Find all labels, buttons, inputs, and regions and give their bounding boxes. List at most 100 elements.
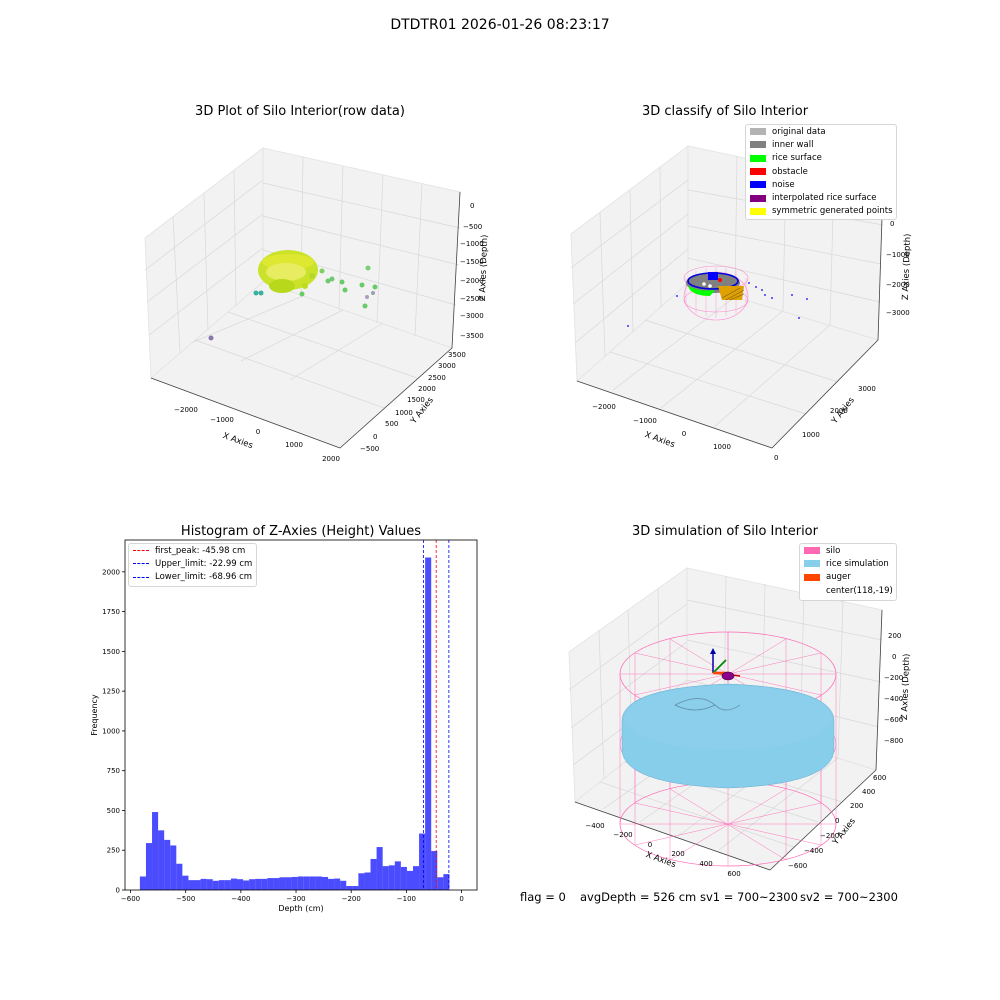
histogram-bar: [425, 557, 432, 890]
tick-label: 1250: [102, 688, 120, 696]
histogram-bar: [303, 876, 310, 890]
tick-label: −3500: [460, 332, 484, 340]
histogram-bar: [419, 833, 426, 890]
tick-label: 1500: [407, 396, 425, 404]
histogram-bar: [230, 878, 237, 890]
tick-label: 0: [890, 220, 894, 228]
footer-flag: flag = 0: [520, 890, 566, 904]
legend-entry: auger: [800, 571, 896, 584]
tick-label: −3000: [886, 309, 910, 317]
tick-label: 600: [873, 774, 886, 782]
plot1-y-ticks: −500 0 500 1000 1500 2000 2500 3000 3500: [360, 351, 466, 453]
tick-label: 200: [671, 850, 684, 858]
tick-label: 2000: [322, 455, 340, 463]
tick-label: −200: [613, 831, 632, 839]
legend-swatch: [804, 587, 820, 594]
tick-label: 0: [373, 433, 377, 441]
tick-label: −500: [463, 223, 482, 231]
histogram-bar: [224, 880, 231, 890]
histogram-bar: [261, 878, 268, 890]
plot1-x-ticks: −2000 −1000 0 1000 2000: [174, 406, 340, 463]
tick-label: 2000: [102, 568, 120, 576]
histogram-bar: [218, 880, 225, 890]
tick-label: −2000: [174, 406, 198, 414]
histogram-bar: [158, 830, 165, 890]
tick-label: 1000: [102, 727, 120, 735]
plot2-classified-points: [627, 265, 808, 327]
histogram-bar: [394, 861, 401, 890]
legend-swatch: [750, 154, 766, 162]
tick-label: 0: [648, 841, 652, 849]
plot4-y-ticks: −600 −400 −200 0 200 400 600: [788, 774, 886, 870]
histogram-y-label: Frequency: [90, 694, 99, 736]
histogram-x-label: Depth (cm): [278, 904, 323, 913]
histogram-bar: [388, 865, 395, 890]
tick-label: 0: [256, 428, 260, 436]
legend-swatch: [750, 141, 766, 149]
tick-label: −1000: [210, 416, 234, 424]
tick-label: 3000: [438, 362, 456, 370]
histogram-frame: [124, 539, 478, 891]
plot1-title: 3D Plot of Silo Interior(row data): [195, 104, 405, 119]
footer-avg-depth: avgDepth = 526 cm: [580, 890, 697, 904]
tick-label: −2000: [592, 403, 616, 411]
histogram-bar: [437, 877, 444, 890]
tick-label: −2500: [460, 295, 484, 303]
tick-label: −500: [360, 445, 379, 453]
histogram-bar: [400, 866, 407, 890]
plot4-legend: silo rice simulation auger center(118,-1…: [799, 543, 897, 601]
tick-label: −400: [231, 895, 250, 903]
tick-label: −200: [820, 832, 839, 840]
legend-entry: rice surface: [746, 152, 896, 165]
figure-title: DTDTR01 2026-01-26 08:23:17: [390, 17, 610, 33]
tick-label: −600: [788, 862, 807, 870]
legend-swatch: [133, 550, 149, 552]
tick-label: −1000: [633, 417, 657, 425]
tick-label: 1000: [395, 409, 413, 417]
tick-label: 250: [107, 847, 120, 855]
plot2-3d-axes: −2000 −1000 0 1000 0 1000 2000 3000 0 −1…: [570, 145, 913, 462]
plot4-3d-axes: −400 −200 0 200 400 600 −600 −400 −200 0…: [568, 567, 912, 878]
histogram-bar: [309, 876, 316, 890]
histogram-bar: [431, 851, 438, 890]
histogram-bar: [145, 843, 153, 890]
plot1-scatter-points: [208, 250, 378, 341]
legend-swatch: [133, 563, 149, 565]
tick-label: 0: [892, 653, 896, 661]
legend-entry: silo: [800, 544, 896, 557]
tick-label: 0: [470, 202, 474, 210]
tick-label: −2000: [460, 277, 484, 285]
legend-swatch: [804, 560, 820, 568]
tick-label: 200: [888, 632, 901, 640]
histogram-bar: [321, 876, 329, 890]
histogram-bar: [285, 877, 292, 890]
plot1-3d-axes: −2000 −1000 0 1000 2000 −500 0 500 1000 …: [144, 147, 490, 463]
histogram-bar: [255, 878, 262, 890]
tick-label: 1000: [713, 443, 731, 451]
plot4-title: 3D simulation of Silo Interior: [632, 524, 818, 539]
legend-entry: rice simulation: [800, 557, 896, 570]
histogram-bar: [164, 839, 171, 890]
tick-label: 2000: [830, 407, 848, 415]
histogram-chart: −600 −500 −400 −300 −200 −100 0 0 250 500 750 1000…: [90, 539, 478, 913]
legend-entry: original data: [746, 125, 896, 138]
histogram-bar: [249, 879, 256, 890]
legend-entry: first_peak: -45.98 cm: [129, 544, 256, 557]
tick-label: −200: [884, 674, 903, 682]
tick-label: 400: [862, 788, 875, 796]
plot4-auger-axes: [710, 648, 741, 681]
histogram-bar: [370, 858, 377, 890]
tick-label: 0: [459, 895, 463, 903]
histogram-bar: [340, 880, 347, 890]
tick-label: −1500: [460, 258, 484, 266]
plot4-z-ticks: 200 0 −200 −400 −600 −800: [884, 632, 903, 745]
footer-sv2: sv2 = 700~2300: [800, 890, 898, 904]
histogram-bar: [237, 879, 244, 890]
tick-label: −600: [884, 716, 903, 724]
tick-label: 1750: [102, 608, 120, 616]
histogram-bar: [352, 886, 359, 890]
legend-entry: Upper_limit: -22.99 cm: [129, 557, 256, 570]
tick-label: 2000: [418, 385, 436, 393]
tick-label: 0: [682, 430, 686, 438]
histogram-bars: [139, 557, 450, 890]
